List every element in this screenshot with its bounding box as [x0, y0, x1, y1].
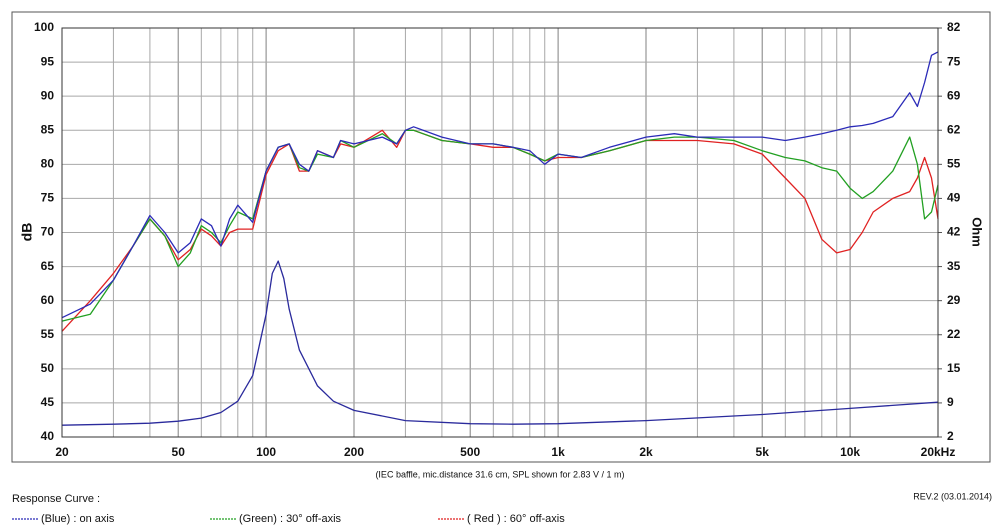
- y2-tick-label: 69: [947, 88, 961, 102]
- legend-label: (Green) : 30° off-axis: [239, 513, 342, 525]
- y2-tick-label: 49: [947, 191, 961, 205]
- chart-frame: [11, 11, 991, 463]
- x-tick-label: 100: [256, 445, 276, 459]
- y-tick-label: 60: [41, 293, 55, 307]
- y2-tick-label: 9: [947, 395, 954, 409]
- y2-tick-label: 35: [947, 259, 961, 273]
- series-line: [61, 260, 939, 426]
- x-tick-label: 5k: [756, 445, 770, 459]
- legend-label: ( Red ) : 60° off-axis: [467, 513, 565, 525]
- plot-border: [61, 27, 939, 438]
- y-tick-label: 65: [41, 259, 55, 273]
- y2-tick-label: 29: [947, 293, 961, 307]
- x-tick-label: 20kHz: [921, 445, 956, 459]
- x-tick-label: 2k: [639, 445, 653, 459]
- y2-tick-label: 22: [947, 327, 961, 341]
- y-tick-label: 85: [41, 122, 55, 136]
- x-tick-label: 500: [460, 445, 480, 459]
- y-tick-label: 80: [41, 157, 55, 171]
- y-tick-label: 95: [41, 54, 55, 68]
- x-tick-label: 200: [344, 445, 364, 459]
- revision: REV.2 (03.01.2014): [913, 491, 992, 501]
- legend-title: Response Curve :: [12, 493, 100, 505]
- y-tick-label: 90: [41, 88, 55, 102]
- x-tick-label: 20: [55, 445, 69, 459]
- y2-tick-label: 55: [947, 157, 961, 171]
- y-tick-label: 75: [41, 191, 55, 205]
- series-line: [61, 129, 939, 322]
- y-tick-label: 40: [41, 429, 55, 443]
- footnote: (IEC baffle, mic.distance 31.6 cm, SPL s…: [375, 469, 624, 479]
- x-tick-label: 10k: [840, 445, 860, 459]
- y-tick-label: 70: [41, 225, 55, 239]
- y-tick-label: 45: [41, 395, 55, 409]
- y2-tick-label: 75: [947, 54, 961, 68]
- y-axis-label: dB: [19, 223, 35, 242]
- y2-tick-label: 15: [947, 361, 961, 375]
- y2-tick-label: 42: [947, 225, 961, 239]
- y2-axis-label: Ohm: [970, 217, 985, 247]
- y2-tick-label: 82: [947, 20, 961, 34]
- y-tick-label: 50: [41, 361, 55, 375]
- x-tick-label: 1k: [551, 445, 565, 459]
- y-tick-label: 100: [34, 20, 54, 34]
- series-line: [61, 51, 939, 319]
- y2-tick-label: 2: [947, 429, 954, 443]
- legend-label: (Blue) : on axis: [41, 513, 115, 525]
- y-tick-label: 55: [41, 327, 55, 341]
- y2-tick-label: 62: [947, 122, 961, 136]
- x-tick-label: 50: [172, 445, 186, 459]
